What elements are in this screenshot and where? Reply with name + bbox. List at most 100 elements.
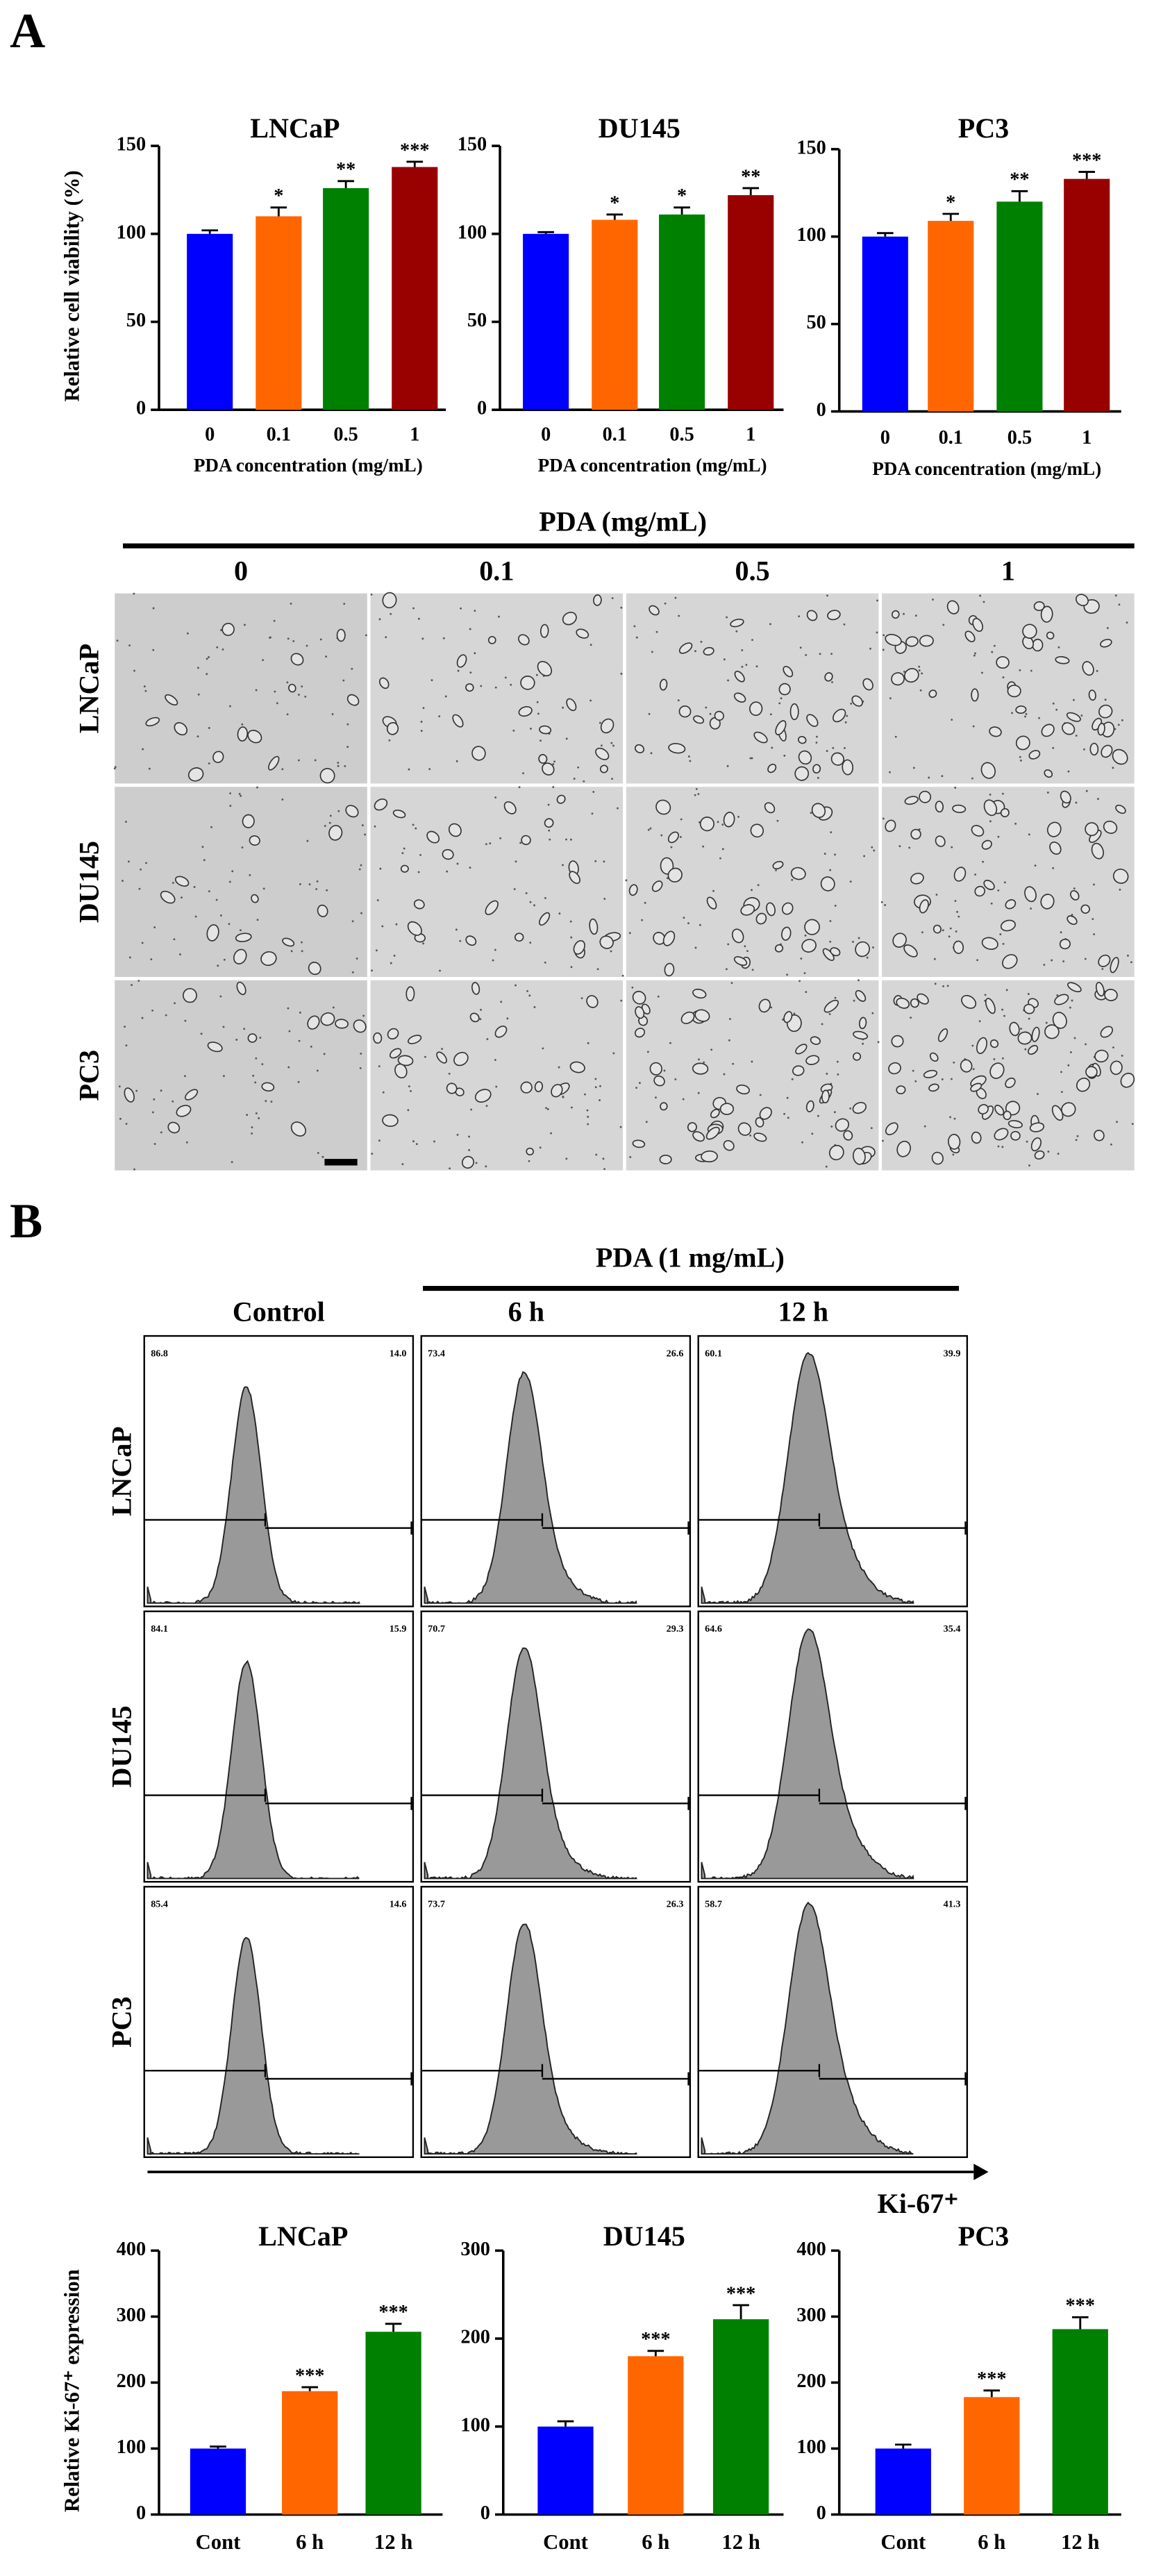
- cell: [852, 1052, 862, 1061]
- column-label: 0.1: [479, 555, 514, 586]
- cell: [733, 692, 746, 703]
- debris: [469, 867, 471, 869]
- debris: [375, 949, 378, 952]
- debris: [1001, 792, 1004, 795]
- debris: [428, 768, 431, 771]
- debris: [871, 1012, 874, 1014]
- debris: [125, 1123, 128, 1125]
- debris: [591, 812, 594, 815]
- debris: [882, 649, 885, 651]
- debris: [506, 1017, 509, 1020]
- debris: [1130, 961, 1132, 964]
- cell: [461, 1155, 474, 1169]
- bar: [712, 2319, 769, 2515]
- debris: [657, 995, 660, 998]
- debris: [786, 973, 789, 976]
- debris: [787, 1116, 789, 1119]
- cell: [373, 1032, 383, 1044]
- debris: [595, 1153, 598, 1156]
- cell: [1003, 1110, 1012, 1121]
- cell: [317, 904, 328, 917]
- debris: [1056, 994, 1059, 996]
- debris: [310, 1045, 312, 1048]
- debris: [223, 958, 226, 961]
- cell: [345, 805, 359, 818]
- debris: [648, 712, 651, 715]
- micrograph: [113, 592, 367, 784]
- debris: [849, 1107, 852, 1110]
- debris: [252, 1074, 255, 1077]
- debris: [678, 614, 680, 617]
- debris: [871, 846, 873, 848]
- debris: [910, 1017, 912, 1019]
- cell: [766, 902, 776, 917]
- debris: [951, 719, 953, 721]
- debris: [131, 984, 133, 987]
- debris: [143, 685, 146, 688]
- cell: [935, 835, 946, 847]
- debris: [1030, 669, 1032, 672]
- debris: [185, 1141, 188, 1144]
- cell: [910, 998, 919, 1008]
- debris: [529, 942, 532, 944]
- debris: [419, 854, 421, 856]
- cell: [946, 600, 960, 614]
- panel-label: B: [10, 1194, 42, 1248]
- x-tick-label: 12 h: [1061, 2530, 1099, 2554]
- debris: [215, 898, 218, 901]
- gate-percent: 73.4: [428, 1348, 445, 1359]
- cell: [1088, 689, 1096, 701]
- debris: [256, 786, 258, 789]
- debris: [274, 690, 276, 693]
- debris: [417, 617, 420, 620]
- debris: [1097, 798, 1099, 801]
- debris: [1126, 954, 1129, 957]
- debris: [1014, 822, 1017, 825]
- histogram-frame: [143, 1610, 415, 1883]
- y-tick-label: 0: [817, 399, 826, 421]
- debris: [655, 1096, 657, 1099]
- bar: [964, 2397, 1020, 2515]
- cell: [759, 1107, 772, 1120]
- debris: [982, 860, 985, 863]
- cell: [1076, 594, 1089, 606]
- y-axis-label: Relative Ki-67⁺ expression: [60, 2269, 83, 2512]
- bar: [862, 236, 908, 412]
- cell: [1066, 712, 1081, 722]
- debris: [433, 1140, 435, 1143]
- debris: [528, 1160, 530, 1162]
- debris: [412, 1140, 415, 1143]
- debris: [914, 1080, 917, 1082]
- debris: [933, 957, 936, 960]
- debris: [244, 624, 246, 626]
- cell: [668, 743, 686, 754]
- debris: [770, 1006, 773, 1009]
- debris: [694, 650, 696, 653]
- debris: [858, 979, 860, 982]
- debris: [1046, 791, 1049, 794]
- debris: [124, 1026, 126, 1028]
- y-tick-label: 0: [136, 398, 146, 419]
- x-tick-label: 0.5: [1007, 427, 1032, 449]
- cell: [794, 766, 810, 781]
- debris: [142, 748, 144, 751]
- histogram: [424, 1371, 637, 1605]
- cell: [1115, 804, 1126, 814]
- debris: [1024, 715, 1026, 718]
- debris: [570, 1106, 573, 1109]
- debris: [128, 860, 130, 863]
- debris: [611, 778, 613, 780]
- debris: [923, 1125, 926, 1128]
- debris: [825, 1165, 828, 1168]
- cell: [810, 1036, 821, 1045]
- cell: [1034, 1150, 1045, 1160]
- debris: [208, 762, 210, 764]
- bar: [1064, 178, 1110, 412]
- debris: [255, 1112, 258, 1114]
- histogram: [701, 1628, 914, 1880]
- debris: [197, 693, 200, 696]
- debris: [315, 888, 318, 890]
- debris: [680, 836, 682, 838]
- cell: [1067, 982, 1082, 993]
- cell: [242, 814, 255, 828]
